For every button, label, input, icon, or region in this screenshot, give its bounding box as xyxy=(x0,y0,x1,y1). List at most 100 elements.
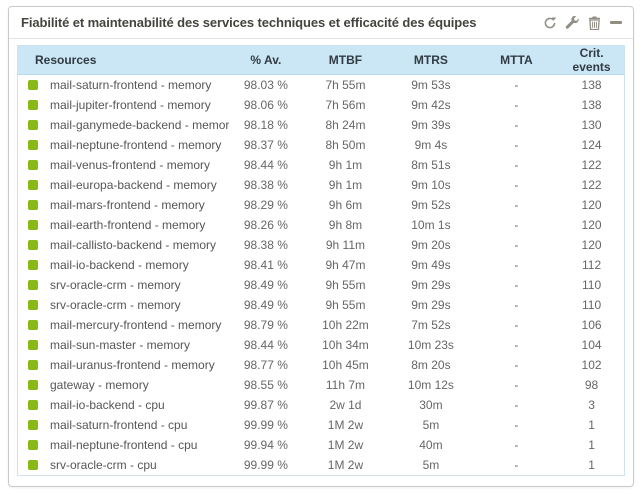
resource-name: srv-oracle-crm - memory xyxy=(50,278,181,292)
status-ok-icon xyxy=(28,260,38,270)
resource-name: mail-mars-frontend - memory xyxy=(50,198,205,212)
availability-cell: 98.44 % xyxy=(243,158,288,172)
mtta-cell: - xyxy=(514,398,519,412)
table-row: mail-saturn-frontend - memory 98.03 % 7h 5… xyxy=(18,75,625,96)
availability-cell: 99.99 % xyxy=(243,418,288,432)
mtta-cell: - xyxy=(514,378,519,392)
mtrs-cell: 9m 4s xyxy=(414,138,448,152)
resource-name: mail-callisto-backend - memory xyxy=(50,238,217,252)
status-ok-icon xyxy=(28,460,38,470)
status-ok-icon xyxy=(28,360,38,370)
column-header-mtta: MTTA xyxy=(473,45,560,75)
mtbf-cell: 9h 6m xyxy=(328,198,363,212)
availability-cell: 98.18 % xyxy=(243,118,288,132)
table-header: Resources % Av. MTBF MTRS MTTA Crit. eve… xyxy=(17,45,625,75)
mtrs-cell: 8m 20s xyxy=(411,358,451,372)
mtta-cell: - xyxy=(514,218,519,232)
table-row: mail-io-backend - cpu 99.87 % 2w 1d 30m - 3 xyxy=(18,395,625,415)
mtta-cell: - xyxy=(514,78,519,92)
status-ok-icon xyxy=(28,200,38,210)
mtbf-cell: 10h 45m xyxy=(322,358,369,372)
mtbf-cell: 1M 2w xyxy=(327,438,364,452)
mtbf-cell: 9h 8m xyxy=(328,218,363,232)
table-row: mail-europa-backend - memory 98.38 % 9h 1m… xyxy=(18,175,625,195)
mtta-cell: - xyxy=(514,258,519,272)
availability-cell: 98.38 % xyxy=(243,238,288,252)
crit-events-cell: 122 xyxy=(581,158,602,172)
status-ok-icon xyxy=(28,400,38,410)
mtrs-cell: 10m 23s xyxy=(407,338,454,352)
crit-events-cell: 120 xyxy=(581,238,602,252)
mtrs-cell: 9m 10s xyxy=(411,178,451,192)
wrench-icon[interactable] xyxy=(565,15,579,30)
resource-cell: mail-venus-frontend - memory xyxy=(18,155,230,175)
table-body: mail-saturn-frontend - memory 98.03 % 7h 5… xyxy=(18,75,625,476)
mtbf-cell: 7h 56m xyxy=(325,98,366,112)
crit-events-cell: 124 xyxy=(581,138,602,152)
table-row: gateway - memory 98.55 % 11h 7m 10m 12s - 98 xyxy=(18,375,625,395)
availability-cell: 98.38 % xyxy=(243,178,288,192)
table-row: mail-earth-frontend - memory 98.26 % 9h 8m… xyxy=(18,215,625,235)
resource-name: mail-jupiter-frontend - memory xyxy=(50,98,211,112)
table-row: mail-venus-frontend - memory 98.44 % 9h 1m… xyxy=(18,155,625,175)
mtbf-cell: 10h 34m xyxy=(322,338,369,352)
resource-cell: gateway - memory xyxy=(18,375,230,395)
availability-cell: 98.49 % xyxy=(243,278,288,292)
availability-cell: 99.99 % xyxy=(243,458,288,472)
table-row: srv-oracle-crm - memory 98.49 % 9h 55m 9m 2… xyxy=(18,295,625,315)
mtta-cell: - xyxy=(514,118,519,132)
refresh-icon[interactable] xyxy=(543,16,557,30)
status-ok-icon xyxy=(28,300,38,310)
widget-header: Fiabilité et maintenabilité des services… xyxy=(9,7,633,39)
table-row: mail-jupiter-frontend - memory 98.06 % 7h … xyxy=(18,95,625,115)
mtrs-cell: 9m 53s xyxy=(411,78,451,92)
table-row: mail-ganymede-backend - memory 98.18 % 8h … xyxy=(18,115,625,135)
collapse-icon[interactable] xyxy=(609,16,623,30)
trash-icon[interactable] xyxy=(587,16,601,30)
status-ok-icon xyxy=(28,100,38,110)
resource-name: mail-mercury-frontend - memory xyxy=(50,318,222,332)
status-ok-icon xyxy=(28,440,38,450)
resource-name: srv-oracle-crm - memory xyxy=(50,298,181,312)
crit-events-cell: 106 xyxy=(581,318,602,332)
table-row: mail-mercury-frontend - memory 98.79 % 10h… xyxy=(18,315,625,335)
table-row: mail-mars-frontend - memory 98.29 % 9h 6m 9… xyxy=(18,195,625,215)
mtta-cell: - xyxy=(514,438,519,452)
mtbf-cell: 11h 7m xyxy=(325,378,366,392)
resource-name: mail-saturn-frontend - memory xyxy=(50,78,212,92)
resource-cell: mail-uranus-frontend - memory xyxy=(18,355,230,375)
mtta-cell: - xyxy=(514,418,519,432)
mtbf-cell: 9h 1m xyxy=(328,158,363,172)
reliability-table: Resources % Av. MTBF MTRS MTTA Crit. eve… xyxy=(17,45,625,476)
mtbf-cell: 9h 11m xyxy=(325,238,366,252)
crit-events-cell: 112 xyxy=(581,258,602,272)
mtta-cell: - xyxy=(514,458,519,472)
mtrs-cell: 10m 1s xyxy=(411,218,451,232)
resource-cell: mail-mercury-frontend - memory xyxy=(18,315,230,335)
column-header-availability: % Av. xyxy=(229,45,303,75)
availability-cell: 98.49 % xyxy=(243,298,288,312)
crit-events-cell: 1 xyxy=(588,438,595,452)
availability-cell: 98.55 % xyxy=(243,378,288,392)
availability-cell: 98.79 % xyxy=(243,318,288,332)
resource-name: mail-saturn-frontend - cpu xyxy=(50,418,188,432)
column-header-crit-events: Crit. events xyxy=(559,45,625,75)
availability-cell: 98.03 % xyxy=(243,78,288,92)
resource-name: mail-earth-frontend - memory xyxy=(50,218,206,232)
status-ok-icon xyxy=(28,140,38,150)
widget-body: Resources % Av. MTBF MTRS MTTA Crit. eve… xyxy=(9,39,633,476)
column-header-resources: Resources xyxy=(17,45,230,75)
availability-cell: 98.41 % xyxy=(243,258,288,272)
availability-cell: 98.37 % xyxy=(243,138,288,152)
mtbf-cell: 8h 24m xyxy=(325,118,366,132)
mtrs-cell: 5m xyxy=(422,418,440,432)
resource-cell: mail-earth-frontend - memory xyxy=(18,215,230,235)
mtrs-cell: 40m xyxy=(419,438,443,452)
status-ok-icon xyxy=(28,340,38,350)
availability-cell: 98.06 % xyxy=(243,98,288,112)
availability-cell: 98.26 % xyxy=(243,218,288,232)
resource-name: mail-sun-master - memory xyxy=(50,338,191,352)
resource-name: mail-ganymede-backend - memory xyxy=(50,118,230,132)
mtta-cell: - xyxy=(514,138,519,152)
mtbf-cell: 9h 47m xyxy=(325,258,366,272)
